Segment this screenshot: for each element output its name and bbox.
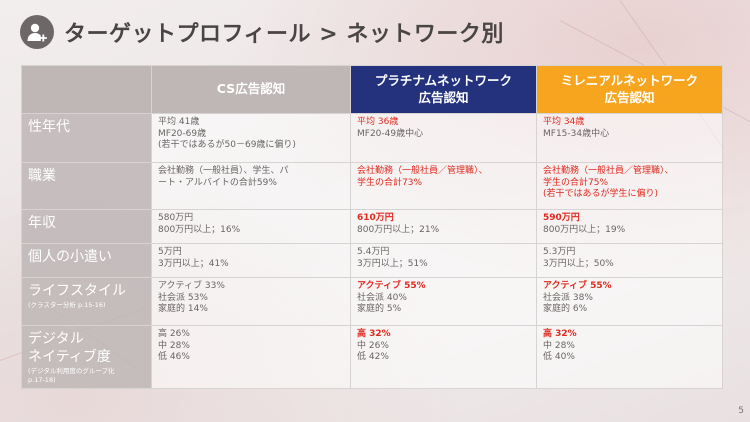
header-cs: CS広告認知 bbox=[151, 65, 351, 114]
row-label: 年収 bbox=[21, 209, 152, 244]
cell-cs: 高 26% 中 28% 低 46% bbox=[151, 325, 351, 389]
header-millennial: ミレニアルネットワーク 広告認知 bbox=[536, 65, 723, 114]
row-label: 性年代 bbox=[21, 113, 152, 163]
cell-millennial: 高 32% 中 28% 低 40% bbox=[536, 325, 723, 389]
cell-platinum: 高 32% 中 26% 低 42% bbox=[350, 325, 537, 389]
row-allowance: 個人の小遣い 5万円 3万円以上；41% 5.4万円 3万円以上；51% 5.3万円… bbox=[21, 243, 723, 278]
header-row: CS広告認知 プラチナムネットワーク 広告認知 ミレニアルネットワーク 広告認知 bbox=[21, 65, 723, 114]
cell-cs: アクティブ 33% 社会派 53% 家庭的 14% bbox=[151, 277, 351, 326]
cell-millennial: 590万円 800万円以上；19% bbox=[536, 209, 723, 244]
user-add-icon bbox=[20, 15, 54, 49]
cell-cs: 会社勤務（一般社員）、学生、パ ート・アルバイトの合計59% bbox=[151, 162, 351, 210]
profile-table: CS広告認知 プラチナムネットワーク 広告認知 ミレニアルネットワーク 広告認知… bbox=[21, 65, 723, 389]
cell-cs: 平均 41歳 MF20-69歳 (若干ではあるが50－69歳に偏り) bbox=[151, 113, 351, 163]
header-blank bbox=[21, 65, 152, 114]
row-label: デジタル ネイティブ度 (デジタル利用度のグループ化 p.17-18) bbox=[21, 325, 152, 389]
cell-platinum: アクティブ 55% 社会派 40% 家庭的 5% bbox=[350, 277, 537, 326]
cell-platinum: 610万円 800万円以上；21% bbox=[350, 209, 537, 244]
row-label: 個人の小遣い bbox=[21, 243, 152, 278]
cell-millennial: 平均 34歳 MF15-34歳中心 bbox=[536, 113, 723, 163]
row-occupation: 職業 会社勤務（一般社員）、学生、パ ート・アルバイトの合計59% 会社勤務（一般… bbox=[21, 162, 723, 210]
cell-cs: 5万円 3万円以上；41% bbox=[151, 243, 351, 278]
cell-platinum: 会社勤務（一般社員／管理職）、 学生の合計73% bbox=[350, 162, 537, 210]
row-label: ライフスタイル (クラスター分析 p.15-16) bbox=[21, 277, 152, 326]
header-platinum: プラチナムネットワーク 広告認知 bbox=[350, 65, 537, 114]
cell-platinum: 平均 36歳 MF20-49歳中心 bbox=[350, 113, 537, 163]
row-age: 性年代 平均 41歳 MF20-69歳 (若干ではあるが50－69歳に偏り) 平均 … bbox=[21, 113, 723, 163]
slide-header: ターゲットプロフィール > ネットワーク別 bbox=[20, 12, 504, 52]
row-digital-native: デジタル ネイティブ度 (デジタル利用度のグループ化 p.17-18) 高 26… bbox=[21, 325, 723, 389]
cell-platinum: 5.4万円 3万円以上；51% bbox=[350, 243, 537, 278]
row-lifestyle: ライフスタイル (クラスター分析 p.15-16) アクティブ 33% 社会派 5… bbox=[21, 277, 723, 326]
cell-cs: 580万円 800万円以上；16% bbox=[151, 209, 351, 244]
page-title: ターゲットプロフィール > ネットワーク別 bbox=[64, 22, 504, 47]
row-income: 年収 580万円 800万円以上；16% 610万円 800万円以上；21% 590… bbox=[21, 209, 723, 244]
row-label: 職業 bbox=[21, 162, 152, 210]
cell-millennial: 会社勤務（一般社員／管理職）、 学生の合計75% (若干ではあるが学生に偏り) bbox=[536, 162, 723, 210]
cell-millennial: 5.3万円 3万円以上；50% bbox=[536, 243, 723, 278]
page-number: 5 bbox=[738, 406, 744, 416]
cell-millennial: アクティブ 55% 社会派 38% 家庭的 6% bbox=[536, 277, 723, 326]
